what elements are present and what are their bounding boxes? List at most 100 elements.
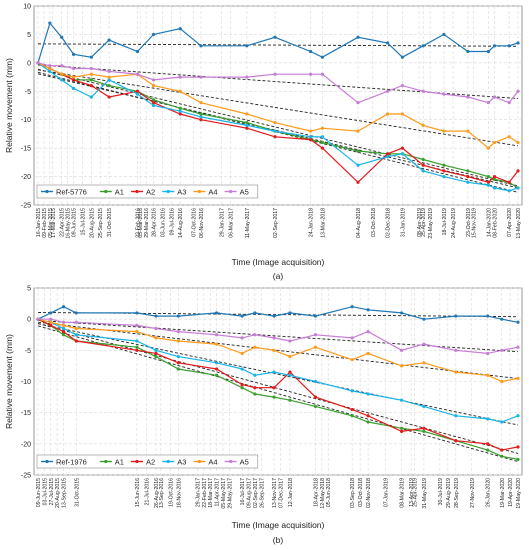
data-point-a1 [356,149,360,153]
data-point-a1 [151,98,156,102]
data-point-ref-5776 [48,21,52,25]
x-tick-label: 22-Apr-2015 [60,208,66,237]
data-point-a1 [486,448,490,452]
data-point-a2 [61,330,66,334]
data-point-a3 [313,379,318,384]
x-tick-label: 08-Feb-2020 [493,208,499,238]
data-point-a4 [154,336,158,340]
data-point-a1 [422,429,426,433]
y-tick-label: 5 [27,286,31,293]
data-point-a3 [89,95,93,99]
data-point-a3 [308,135,313,139]
data-point-ref-5776 [245,44,249,48]
data-point-ref-5776 [421,44,425,48]
data-point-ref-5776 [507,44,511,48]
data-point-a5 [107,69,111,73]
data-point-a2 [176,361,180,365]
data-point-a4 [492,140,497,145]
data-point-ref-5776 [107,38,111,42]
legend-box [36,454,259,469]
x-tick-label: 02-Sep-2017 [273,208,279,238]
y-tick-label: -15 [21,410,31,417]
data-point-a3 [61,326,66,331]
data-point-a2 [492,174,497,179]
legend-label: Ref-5776 [56,187,87,196]
data-point-a4 [308,129,313,133]
y-tick-label: -25 [21,203,31,210]
data-point-a4 [466,129,470,133]
data-point-a5 [492,95,497,99]
data-point-a4 [74,326,78,331]
data-point-ref-5776 [442,32,446,37]
data-point-ref-5776 [308,49,313,54]
data-point-a3 [507,189,511,193]
data-point-a5 [215,333,219,337]
x-tick-label: 28-Apr-2016 [152,208,158,237]
data-point-a3 [135,92,140,96]
x-tick-label: 26-Sep-2017 [259,478,265,508]
legend: Ref-5776 A1 A2 A3 A4 A5 [36,184,259,199]
data-point-a3 [516,186,520,190]
data-point-ref-1976 [215,311,219,315]
x-tick-label: 18-Jul-2019 [442,208,448,236]
data-point-a3 [350,389,354,393]
data-point-a1 [366,420,370,424]
data-point-ref-5776 [486,49,490,54]
data-point-a5 [356,101,360,105]
x-tick-label: 09-Jun-2015 [36,478,42,507]
data-point-a2 [320,146,325,150]
data-point-a3 [492,186,497,190]
data-point-a4 [350,358,354,362]
data-point-a4 [49,320,53,324]
data-point-a2 [516,445,520,449]
data-point-a5 [89,66,93,71]
x-tick-label: 29-Jan-2017 [195,478,201,507]
data-point-a2 [71,78,76,82]
x-tick-label: 12-May-2018 [320,478,326,509]
data-point-a1 [154,354,158,359]
y-tick-label: 0 [27,317,31,324]
x-tick-label: 08-Mar-2019 [400,478,406,508]
data-point-a5 [273,72,277,76]
data-point-a3 [60,78,64,82]
data-point-a2 [386,152,390,156]
data-point-a5 [350,336,354,340]
x-tick-label: 16-May-2015 [66,208,72,239]
data-point-ref-1976 [500,317,504,321]
data-point-a5 [288,339,292,343]
data-point-a5 [36,61,40,65]
chart-panel-a: 10 5 0 -5 -10 -15 -20 -25 16-Jan-2015 09-Feb-2015… [4,4,523,281]
data-point-a2 [466,174,470,179]
series-line-a2 [37,62,519,184]
x-tick-label: 28-Sep-2019 [454,478,460,508]
data-point-ref-5776 [516,41,520,45]
data-point-a3 [486,183,490,187]
data-point-a1 [135,345,139,349]
data-point-a3 [273,129,277,133]
x-tick-label: 31-Oct-2015 [74,478,80,507]
trend-line-a3 [37,323,519,426]
data-point-ref-1976 [74,311,78,315]
data-point-a4 [135,330,139,334]
data-point-a5 [442,92,446,96]
data-point-a4 [61,323,66,327]
x-tick-label: 18-Apr-2018 [313,478,319,507]
data-point-ref-1976 [154,314,158,318]
legend-label: Ref-1976 [56,457,87,466]
data-point-a4 [486,373,490,377]
x-tick-label: 03-Oct-2018 [358,478,364,507]
data-point-ref-1976 [135,311,139,315]
data-point-ref-1976 [454,314,458,318]
data-point-a2 [399,429,404,433]
data-point-ref-1976 [399,311,404,315]
data-point-a4 [48,66,52,71]
x-tick-label: 11-May-2017 [245,208,251,238]
x-tick-label: 18-Nov-2016 [176,478,182,508]
x-tick-label: 02-Nov-2018 [366,478,372,508]
legend-label: A1 [115,457,124,466]
data-point-a5 [240,336,244,340]
data-point-a1 [89,78,93,82]
data-point-a3 [422,404,426,409]
data-point-a1 [107,84,111,88]
